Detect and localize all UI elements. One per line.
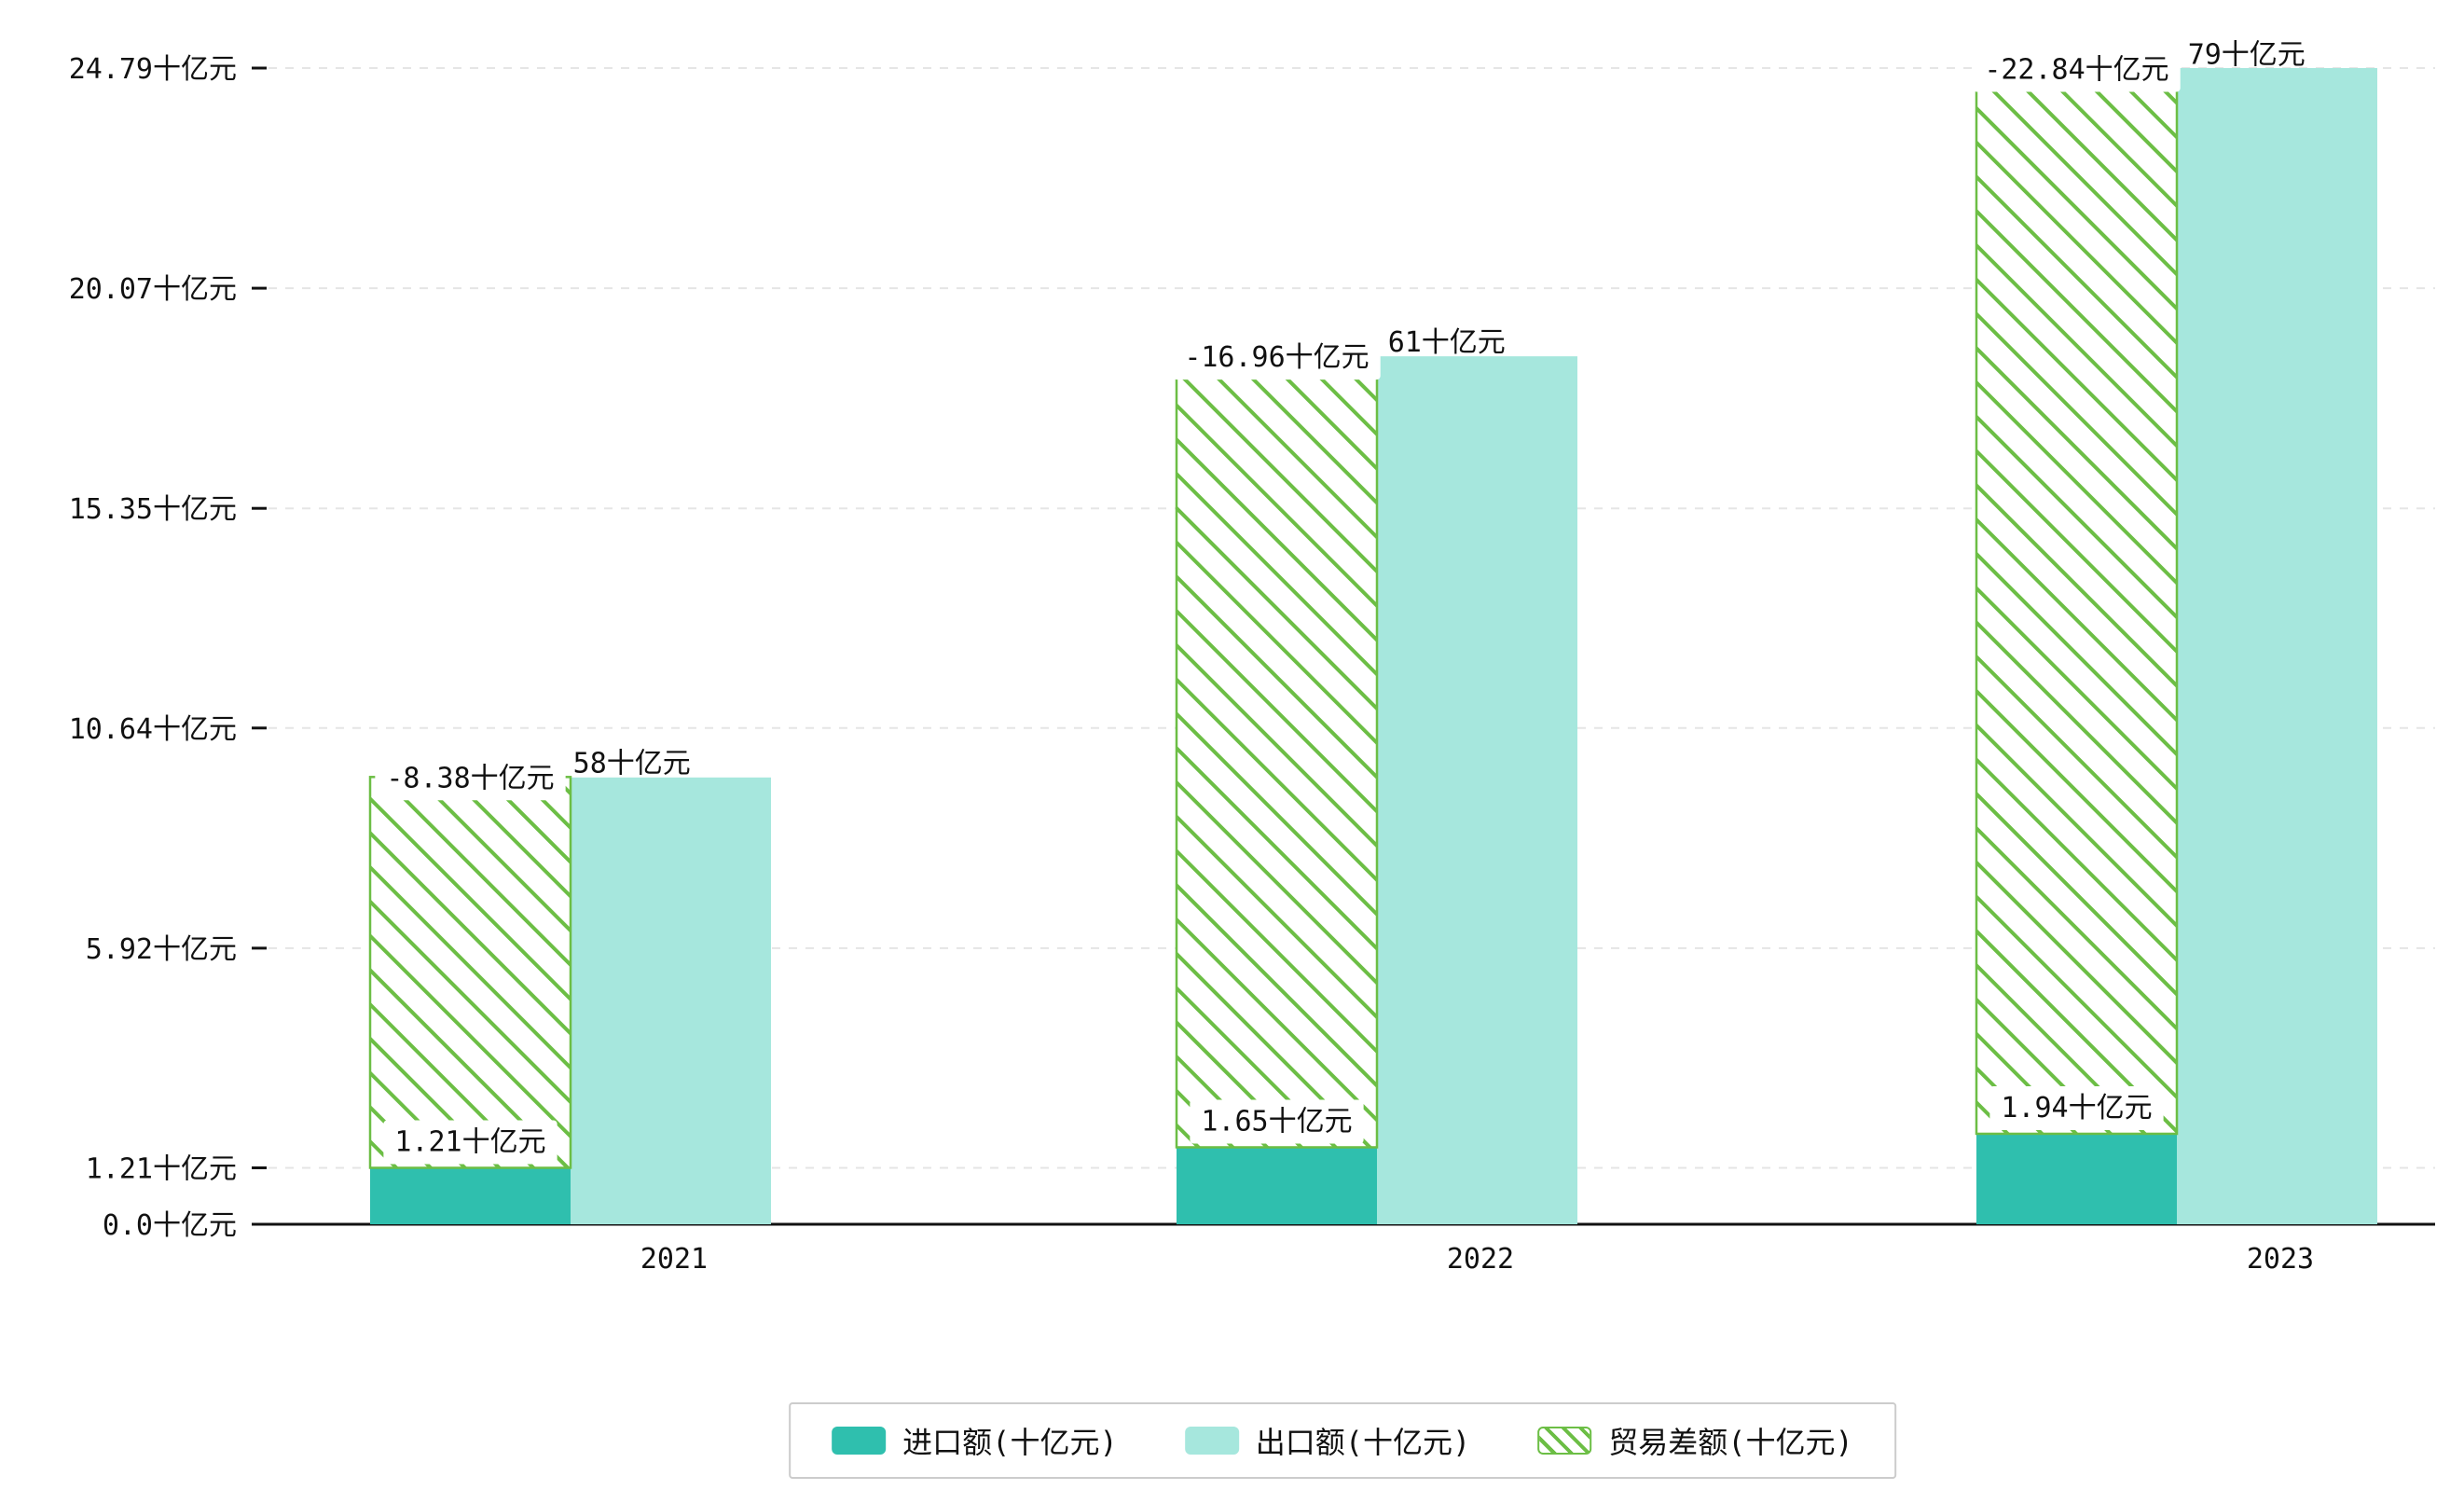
bar-export[interactable] <box>2177 68 2377 1224</box>
svg-text:-16.96十亿元: -16.96十亿元 <box>1184 341 1369 374</box>
legend-item-export[interactable]: 出口额(十亿元) <box>1184 1419 1471 1462</box>
value-label: 1.94十亿元 <box>1989 1085 2164 1130</box>
bar-import[interactable] <box>1177 1147 1377 1224</box>
svg-text:1.21十亿元: 1.21十亿元 <box>394 1125 545 1158</box>
legend-marker-balance <box>1537 1427 1592 1455</box>
x-axis-category-label: 2021 <box>640 1243 708 1276</box>
legend-item-import[interactable]: 进口额(十亿元) <box>832 1419 1118 1462</box>
svg-text:-22.84十亿元: -22.84十亿元 <box>1984 54 2168 87</box>
export-value-label: 61十亿元 <box>1388 326 1506 359</box>
bar-import[interactable] <box>370 1167 571 1224</box>
y-axis-tick-label: 0.0十亿元 <box>103 1209 237 1242</box>
y-axis-tick-label: 24.79十亿元 <box>69 53 237 86</box>
y-axis-tick-label: 5.92十亿元 <box>86 933 237 966</box>
x-axis-category-label: 2022 <box>1447 1243 1514 1276</box>
legend: 进口额(十亿元) 出口额(十亿元) 贸易差额(十亿元) <box>789 1402 1896 1479</box>
export-value-label: 79十亿元 <box>2188 39 2306 72</box>
bar-export[interactable] <box>571 777 771 1224</box>
x-axis-category-label: 2023 <box>2247 1243 2314 1276</box>
bar-trade-balance[interactable] <box>1175 354 1379 1149</box>
svg-text:1.65十亿元: 1.65十亿元 <box>1201 1105 1352 1138</box>
legend-label-export: 出口额(十亿元) <box>1255 1425 1471 1460</box>
y-axis-tick-label: 15.35十亿元 <box>69 493 237 526</box>
svg-text:1.94十亿元: 1.94十亿元 <box>2001 1092 2152 1124</box>
legend-label-balance: 贸易差额(十亿元) <box>1608 1425 1853 1460</box>
value-label: -22.84十亿元 <box>1973 48 2181 92</box>
value-label: -8.38十亿元 <box>375 756 566 801</box>
bar-trade-balance[interactable] <box>368 776 572 1169</box>
bar-trade-balance[interactable] <box>1975 67 2179 1136</box>
legend-marker-import <box>832 1427 887 1455</box>
bar-import[interactable] <box>1976 1133 2177 1224</box>
y-axis-tick-label: 1.21十亿元 <box>86 1152 237 1185</box>
legend-label-import: 进口额(十亿元) <box>902 1425 1118 1460</box>
y-axis-tick-label: 20.07十亿元 <box>69 273 237 306</box>
value-label: 1.65十亿元 <box>1190 1099 1364 1144</box>
svg-text:-8.38十亿元: -8.38十亿元 <box>386 762 554 794</box>
export-value-label: 58十亿元 <box>573 747 691 779</box>
value-label: 1.21十亿元 <box>383 1120 557 1165</box>
legend-item-balance[interactable]: 贸易差额(十亿元) <box>1537 1419 1853 1462</box>
legend-marker-export <box>1184 1427 1239 1455</box>
value-label: -16.96十亿元 <box>1173 336 1381 380</box>
y-axis-tick-label: 10.64十亿元 <box>69 713 237 746</box>
bar-export[interactable] <box>1377 356 1577 1224</box>
